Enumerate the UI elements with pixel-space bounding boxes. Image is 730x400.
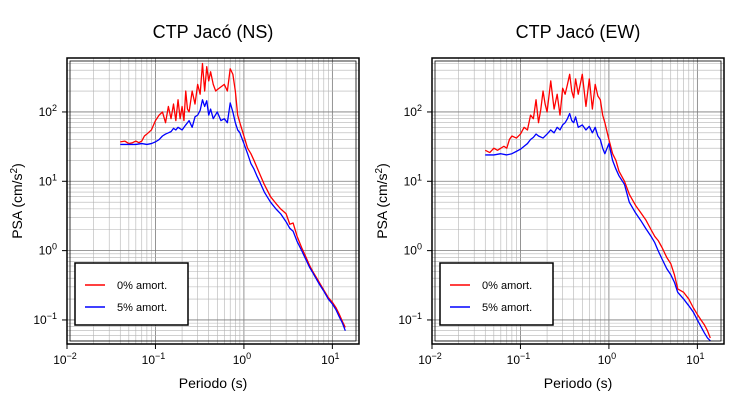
x-tick-label: 10−1	[142, 351, 166, 367]
x-axis-label: Periodo (s)	[179, 375, 247, 391]
y-tick-label: 100	[404, 242, 422, 258]
legend-label: 0% amort.	[117, 280, 167, 292]
series-line-damped	[120, 99, 346, 331]
x-tick-label: 100	[598, 351, 616, 367]
chart-panel-2: CTP Jacó (EW) 10−2 10−1 100 101 10−1 100 101 102…	[374, 22, 725, 391]
y-axis-label: PSA (cm/s2)	[9, 163, 25, 239]
chart-panel-1: CTP Jacó (NS) 10−2 10−1 100 101 10−1 100 101 102…	[9, 22, 360, 391]
x-tick-label: 101	[686, 351, 704, 367]
legend: 0% amort. 5% amort.	[74, 262, 189, 326]
x-tick-label: 100	[233, 351, 251, 367]
chart-title: CTP Jacó (NS)	[153, 22, 274, 42]
y-tick-label: 101	[39, 172, 57, 188]
plot-frame	[66, 57, 360, 345]
y-tick-label: 10−1	[398, 311, 422, 327]
legend: 0% amort. 5% amort.	[439, 262, 554, 326]
series-line-undamped	[120, 62, 346, 328]
y-tick-label: 100	[39, 242, 57, 258]
legend-label: 5% amort.	[482, 302, 532, 314]
legend-label: 5% amort.	[117, 302, 167, 314]
legend-label: 0% amort.	[482, 280, 532, 292]
y-tick-label: 102	[39, 103, 57, 119]
grid	[66, 57, 360, 344]
x-tick-label: 101	[321, 351, 339, 367]
y-axis-label: PSA (cm/s2)	[374, 163, 390, 239]
legend-box	[74, 262, 189, 326]
x-tick-label: 10−2	[418, 351, 442, 367]
y-tick-label: 10−1	[33, 311, 57, 327]
plot-frame-inner	[69, 60, 357, 342]
y-tick-label: 102	[404, 103, 422, 119]
y-tick-label: 101	[404, 172, 422, 188]
plot-frame	[431, 57, 725, 345]
legend-box	[439, 262, 554, 326]
x-axis-label: Periodo (s)	[544, 375, 612, 391]
x-tick-label: 10−1	[507, 351, 531, 367]
series-line-undamped	[484, 73, 711, 339]
plot-frame-inner	[434, 60, 722, 342]
x-tick-label: 10−2	[53, 351, 77, 367]
series-line-damped	[485, 112, 711, 342]
chart-title: CTP Jacó (EW)	[516, 22, 641, 42]
